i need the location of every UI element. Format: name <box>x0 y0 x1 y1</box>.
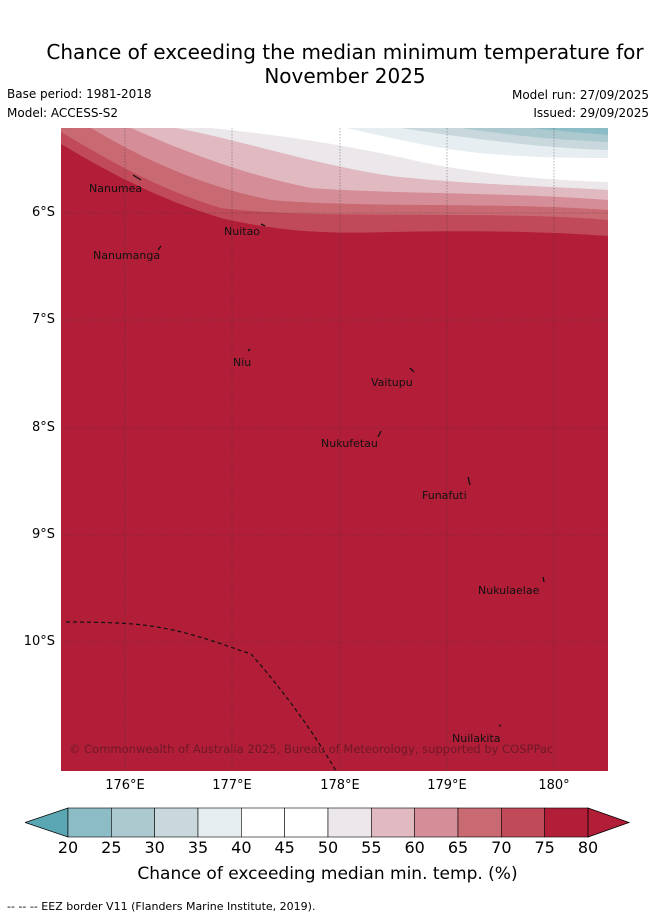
colorbar-cell-25-30 <box>111 807 155 838</box>
colorbar-tick-55: 55 <box>361 838 382 857</box>
eez-legend-footer: -- -- -- EEZ border V11 (Flanders Marine… <box>7 900 316 913</box>
place-label-funafuti: Funafuti <box>422 489 467 502</box>
colorbar-low-extension <box>25 807 69 838</box>
colorbar-cell-20-25 <box>67 807 112 838</box>
colorbar-tick-50: 50 <box>317 838 339 857</box>
colorbar-tick-75: 75 <box>534 838 555 857</box>
colorbar-tick-80: 80 <box>577 838 599 857</box>
place-label-nuilakita: Nuilakita <box>452 732 501 745</box>
colorbar-title: Chance of exceeding median min. temp. (%… <box>137 864 518 884</box>
chart-title: Chance of exceeding the median minimum t… <box>0 40 655 88</box>
colorbar-cell-30-35 <box>154 807 199 838</box>
colorbar-cell-40-45 <box>241 807 285 838</box>
colorbar-cell-45-50 <box>284 807 329 838</box>
y-tick-7s: 7°S <box>31 312 55 327</box>
colorbar-cell-70-75 <box>501 807 545 838</box>
colorbar-tick-60: 60 <box>404 838 425 857</box>
colorbar-tick-20: 20 <box>57 838 79 857</box>
colorbar-cell-75-80 <box>544 807 589 838</box>
island-shapes <box>132 174 545 727</box>
colorbar-cell-35-40 <box>197 807 242 838</box>
colorbar-tick-40: 40 <box>231 838 252 857</box>
colorbar-cells <box>67 807 589 838</box>
map-panel: Nanumea Nuitao Nanumanga Niu Vaitupu Nuk… <box>61 128 608 771</box>
y-tick-9s: 9°S <box>31 527 55 542</box>
model-name: Model: ACCESS-S2 <box>7 106 119 120</box>
place-label-niu: Niu <box>233 356 251 369</box>
base-period: Base period: 1981-2018 <box>7 87 152 101</box>
place-label-nuitao: Nuitao <box>224 225 260 238</box>
eez-border-line <box>65 621 337 771</box>
band-above-80 <box>61 144 608 771</box>
place-label-vaitupu: Vaitupu <box>371 376 413 389</box>
place-label-nanumea: Nanumea <box>89 182 142 195</box>
place-label-nukufetau: Nukufetau <box>321 437 378 450</box>
x-tick-180: 180° <box>538 778 570 793</box>
model-run: Model run: 27/09/2025 <box>511 88 649 102</box>
issued-date: Issued: 29/09/2025 <box>533 106 649 120</box>
x-tick-177e: 177°E <box>212 778 252 793</box>
grid-lines <box>61 128 608 771</box>
y-tick-8s: 8°S <box>31 420 55 435</box>
title-line-2: November 2025 <box>264 64 426 88</box>
x-tick-179e: 179°E <box>427 778 467 793</box>
colorbar-tick-25: 25 <box>101 838 122 857</box>
colorbar-tick-30: 30 <box>144 838 165 857</box>
colorbar-tick-35: 35 <box>187 838 209 857</box>
place-label-nukulaelae: Nukulaelae <box>478 584 540 597</box>
colorbar-tick-70: 70 <box>491 838 512 857</box>
colorbar-high-extension <box>587 807 631 838</box>
colorbar-cell-50-55 <box>327 807 372 838</box>
colorbar-tick-65: 65 <box>447 838 469 857</box>
colorbar-cell-65-70 <box>457 807 502 838</box>
band-25-30 <box>531 128 608 135</box>
y-tick-6s: 6°S <box>31 205 55 220</box>
place-label-nanumanga: Nanumanga <box>93 249 160 262</box>
colorbar-tick-45: 45 <box>274 838 295 857</box>
copyright-notice: © Commonwealth of Australia 2025, Bureau… <box>69 742 553 756</box>
probability-map: Nanumea Nuitao Nanumanga Niu Vaitupu Nuk… <box>61 128 608 771</box>
y-tick-10s: 10°S <box>23 634 55 649</box>
colorbar-cell-60-65 <box>414 807 459 838</box>
x-tick-178e: 178°E <box>320 778 360 793</box>
title-line-1: Chance of exceeding the median minimum t… <box>46 40 644 64</box>
x-tick-176e: 176°E <box>105 778 145 793</box>
colorbar-cell-55-60 <box>371 807 415 838</box>
colorbar <box>25 807 631 838</box>
